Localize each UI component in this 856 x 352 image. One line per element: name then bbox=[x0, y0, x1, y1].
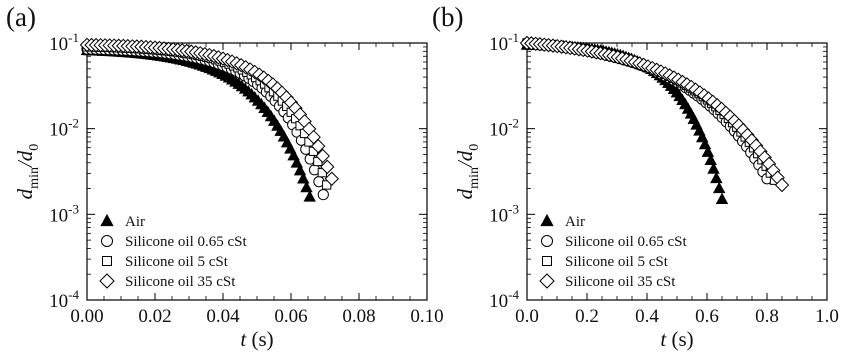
panel-a-x-tick-label: 0.00 bbox=[70, 306, 103, 327]
panel-b-point-silicone-35 bbox=[774, 177, 790, 193]
panel-a-point-silicone-35 bbox=[310, 138, 326, 154]
panel-a-label: (a) bbox=[6, 2, 36, 32]
panel-b-point-air bbox=[715, 192, 729, 205]
panel-a-point-air bbox=[297, 172, 310, 184]
panel-a-point-air bbox=[300, 180, 313, 193]
panel-a-legend-label-silicone-0-65: Silicone oil 0.65 cSt bbox=[125, 234, 247, 250]
panel-a-x-axis-label: t (s) bbox=[240, 327, 273, 351]
panel-b-series-silicone-0-65 bbox=[521, 37, 773, 185]
panel-a-point-silicone-0-65 bbox=[317, 188, 329, 201]
panel-b-legend-marker-silicone-35 bbox=[539, 273, 555, 289]
panel-b-y-tick-label: 10-1 bbox=[489, 30, 519, 55]
panel-b-legend-marker-air bbox=[540, 213, 554, 227]
panel-b-point-air bbox=[710, 171, 723, 184]
panel-b-series-silicone-5 bbox=[522, 38, 780, 185]
panel-b-x-tick-label: 0.4 bbox=[635, 306, 659, 327]
panel-a-series-silicone-35 bbox=[79, 37, 340, 186]
panel-a-y-tick-label: 10-3 bbox=[49, 201, 79, 226]
panel-b-legend-label-silicone-0-65: Silicone oil 0.65 cSt bbox=[565, 234, 687, 250]
panel-b-legend-marker-silicone-5 bbox=[542, 256, 552, 266]
panel-b-x-tick-label: 0.6 bbox=[695, 306, 719, 327]
panel-b-plot: 0.0 0.2 0.4 0.6 0.8 1.0 10-4 10-3 10-2 10-1 t (s) d… bbox=[453, 30, 839, 351]
panel-a-legend-marker-silicone-0-65 bbox=[100, 234, 114, 248]
panel-b-y-tick-label: 10-3 bbox=[489, 201, 519, 226]
panel-a-point-silicone-35 bbox=[324, 171, 340, 186]
panel-b-point-air bbox=[704, 153, 717, 165]
panel-b-x-axis-label: t (s) bbox=[660, 327, 693, 351]
panel-a-point-silicone-35 bbox=[320, 159, 335, 175]
panel-a-point-air bbox=[293, 163, 307, 176]
panel-a-plot: 0.00 0.02 0.04 0.06 0.08 0.10 10-4 10-3 10-2 10-1… bbox=[13, 30, 444, 351]
panel-b-data-points bbox=[519, 35, 790, 205]
panel-a-legend-marker-air bbox=[100, 213, 114, 227]
panel-b-y-axis-label: dmin/d0 bbox=[453, 144, 482, 200]
panel-b-x-tick-label: 0.8 bbox=[755, 306, 779, 327]
panel-b-y-tick-label: 10-4 bbox=[489, 287, 519, 312]
panel-b-x-tick-label: 0.0 bbox=[515, 306, 539, 327]
panel-b-point-air bbox=[707, 162, 720, 174]
panel-b-legend: Air Silicone oil 0.65 cSt Silicone oil 5 c… bbox=[539, 213, 687, 290]
panel-b-legend-label-silicone-5: Silicone oil 5 cSt bbox=[565, 254, 669, 270]
panel-a-x-tick-label: 0.02 bbox=[138, 306, 171, 327]
panel-a-x-tick-label: 0.10 bbox=[410, 306, 443, 327]
panel-b-series-silicone-35 bbox=[519, 35, 790, 193]
panel-a-legend: Air Silicone oil 0.65 cSt Silicone oil 5 c… bbox=[99, 213, 247, 290]
panel-a-legend-label-silicone-5: Silicone oil 5 cSt bbox=[125, 254, 229, 270]
panel-a-data-points bbox=[79, 37, 340, 202]
panel-b-label: (b) bbox=[432, 2, 464, 32]
panel-b-y-tick-label: 10-2 bbox=[489, 116, 519, 141]
panel-b-x-tick-label: 1.0 bbox=[815, 306, 839, 327]
panel-a-legend-label-air: Air bbox=[125, 214, 145, 230]
panel-a-y-tick-label: 10-1 bbox=[49, 30, 79, 55]
panel-a-x-tick-label: 0.04 bbox=[206, 306, 240, 327]
panel-a-x-tick-label: 0.08 bbox=[342, 306, 375, 327]
panel-b-legend-label-silicone-35: Silicone oil 35 cSt bbox=[565, 274, 676, 290]
panel-b-legend-label-air: Air bbox=[565, 214, 585, 230]
panel-a-series-air bbox=[80, 43, 316, 202]
panel-a-legend-marker-silicone-35 bbox=[99, 273, 115, 289]
panel-a-x-tick-label: 0.06 bbox=[274, 306, 307, 327]
panel-b-point-air bbox=[712, 181, 726, 194]
panel-a-legend-marker-silicone-5 bbox=[102, 256, 112, 266]
panel-a-point-air bbox=[303, 190, 316, 202]
panel-b-x-tick-label: 0.2 bbox=[575, 306, 599, 327]
panel-a-y-tick-label: 10-2 bbox=[49, 116, 79, 141]
panel-b-legend-marker-silicone-0-65 bbox=[540, 234, 554, 248]
panel-a-legend-label-silicone-35: Silicone oil 35 cSt bbox=[125, 274, 236, 290]
panel-a-y-axis-label: dmin/d0 bbox=[13, 144, 42, 200]
panel-a-y-tick-label: 10-4 bbox=[49, 287, 79, 312]
panel-a-point-silicone-35 bbox=[315, 148, 330, 164]
